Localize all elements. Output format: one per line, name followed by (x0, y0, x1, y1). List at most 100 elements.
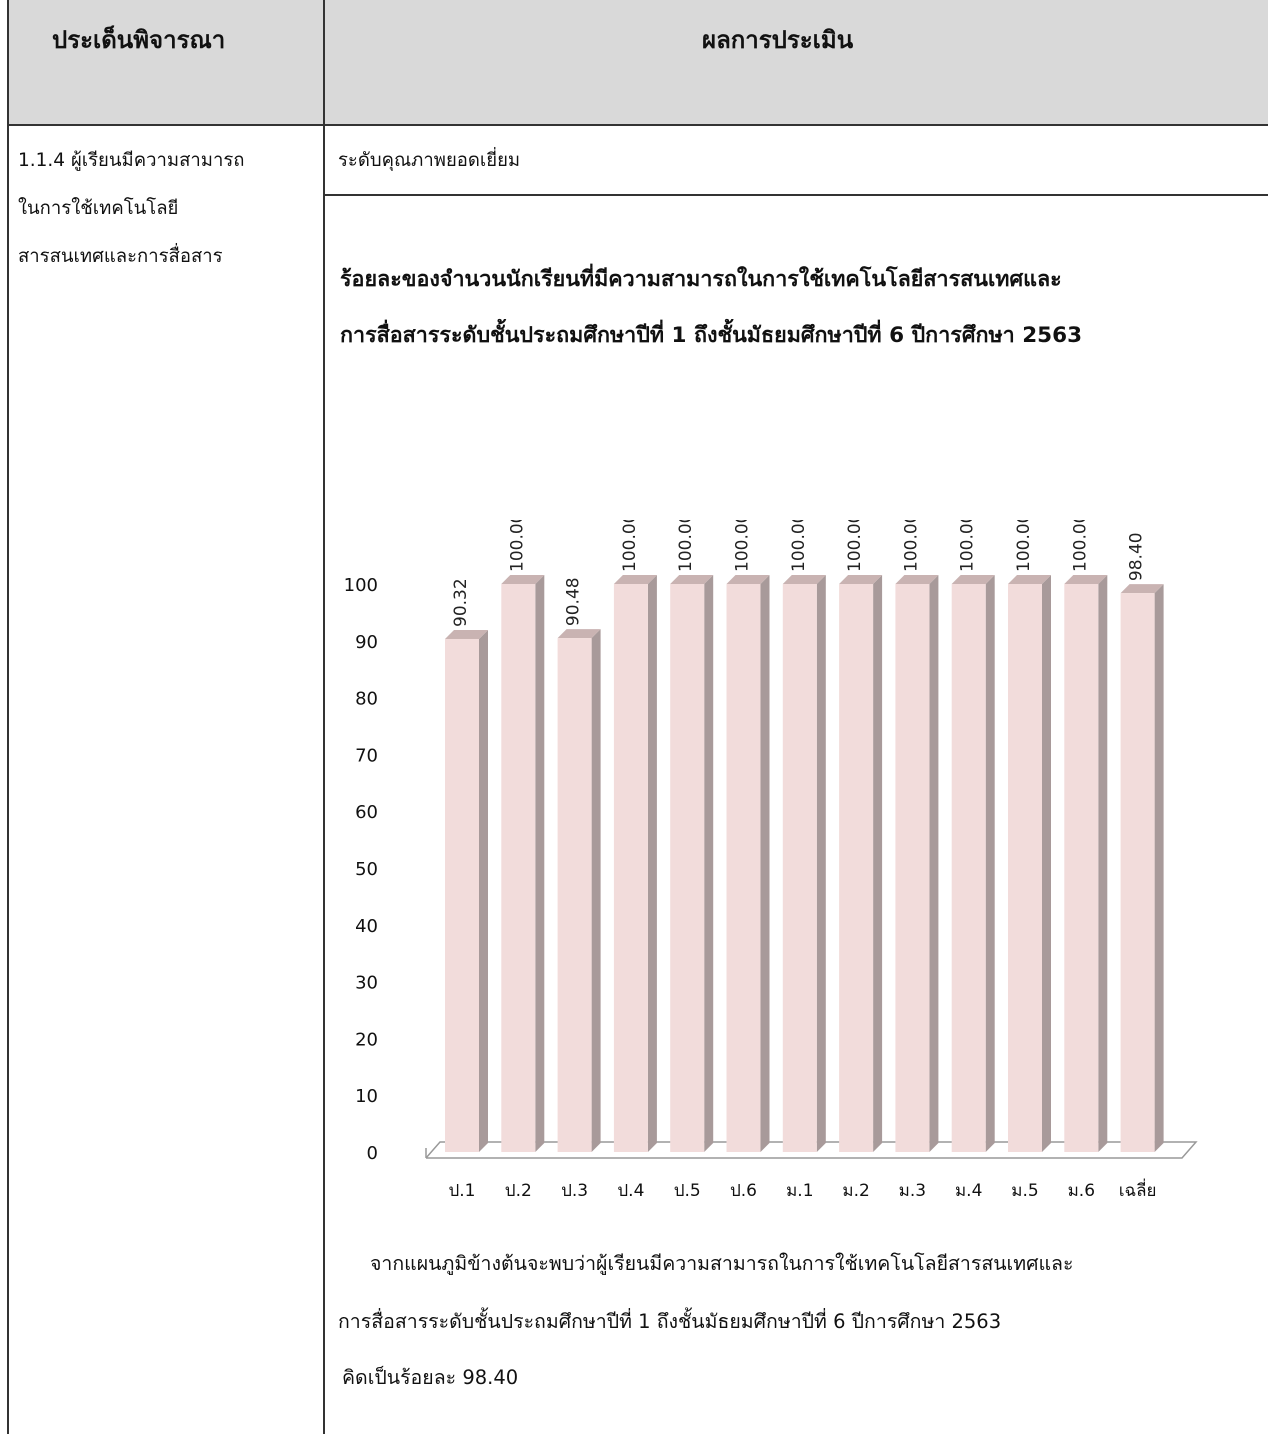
value-label: 100.00 (845, 520, 865, 572)
y-tick-label: 90 (355, 632, 378, 653)
header-criteria-label: ประเด็นพิจารณา (52, 26, 226, 54)
value-label: 100.00 (676, 520, 696, 572)
chart-bar-5 (670, 575, 714, 1152)
bar-top (501, 575, 545, 584)
header-result-cell (325, 0, 1268, 124)
x-tick-label: ม.6 (1068, 1181, 1095, 1201)
x-tick-label: ป.3 (561, 1181, 588, 1201)
criteria-line-2: ในการใช้เทคโนโลยี (18, 198, 179, 219)
bar-front (670, 584, 705, 1152)
bar-top (670, 575, 714, 584)
x-tick-label: ม.4 (955, 1181, 982, 1201)
y-tick-label: 80 (355, 689, 378, 710)
value-label: 100.00 (901, 520, 921, 572)
x-tick-label: ม.5 (1011, 1181, 1038, 1201)
bar-top (895, 575, 939, 584)
bar-side (985, 575, 995, 1152)
bar-top (951, 575, 995, 584)
chart-title-line-2: การสื่อสารระดับชั้นประถมศึกษาปีที่ 1 ถึง… (340, 323, 1083, 348)
chart-bar-12 (1064, 575, 1108, 1152)
quality-level: ระดับคุณภาพยอดเยี่ยม (338, 150, 521, 171)
bar-top (839, 575, 883, 584)
bar-front (726, 584, 761, 1152)
y-tick-label: 10 (355, 1086, 378, 1107)
bar-side (1042, 575, 1051, 1152)
bar-side (1098, 575, 1108, 1152)
x-tick-label: ป.6 (730, 1181, 757, 1201)
chart-title-line-1: ร้อยละของจำนวนนักเรียนที่มีความสามารถในก… (340, 267, 1062, 292)
bar-front (445, 638, 479, 1152)
summary-line-3: คิดเป็นร้อยละ 98.40 (342, 1366, 519, 1389)
summary-line-1: จากแผนภูมิข้างต้นจะพบว่าผู้เรียนมีความสา… (370, 1252, 1074, 1275)
chart-floor (425, 1141, 1198, 1159)
y-tick-label: 40 (355, 916, 378, 937)
value-label: 100.00 (789, 520, 809, 572)
chart-axes (425, 1141, 1198, 1159)
value-label: 90.48 (564, 577, 584, 626)
bar-front (501, 584, 536, 1152)
table-column-divider (323, 0, 325, 1434)
chart-bar-11 (1008, 575, 1051, 1152)
value-label: 100.00 (733, 520, 753, 572)
chart-bar-4 (613, 575, 657, 1152)
bar-front (951, 584, 986, 1152)
chart-bar-2 (501, 575, 545, 1152)
x-tick-label: ป.1 (448, 1181, 475, 1201)
chart-bar-10 (951, 575, 995, 1152)
bar-side (929, 575, 939, 1152)
bar-top (782, 575, 826, 584)
chart-value-labels: 90.32 100.00 90.48 100.00 100.00 100.00 100.00… (451, 520, 1147, 627)
x-tick-label: ม.1 (786, 1181, 813, 1201)
bar-side (816, 575, 826, 1152)
bar-side (873, 575, 883, 1152)
bar-top (1064, 575, 1108, 584)
chart-bar-13 (1120, 584, 1164, 1152)
bar-top (726, 575, 770, 584)
y-tick-label: 60 (355, 802, 378, 823)
chart-bar-3 (557, 629, 601, 1152)
bar-front (557, 638, 592, 1152)
bar-front (839, 584, 874, 1152)
bar-side (760, 575, 770, 1152)
header-result-label: ผลการประเมิน (702, 26, 854, 54)
bar-front (895, 584, 930, 1152)
summary-line-2: การสื่อสารระดับชั้นประถมศึกษาปีที่ 1 ถึง… (338, 1310, 1002, 1333)
chart-bar-1 (445, 629, 488, 1152)
chart-x-ticks: ป.1 ป.2 ป.3 ป.4 ป.5 ป.6 ม.1 ม.2 ม.3 ม.4 ม.5 ม.6 เฉลี… (448, 1178, 1156, 1201)
y-tick-label: 50 (355, 859, 378, 880)
bar-side (647, 575, 657, 1152)
bar-side (704, 575, 714, 1152)
result-row-divider (323, 194, 1268, 196)
x-tick-label: ป.5 (674, 1181, 701, 1201)
bar-side (1154, 584, 1164, 1152)
bar-top (445, 629, 488, 639)
chart-bar-6 (726, 575, 770, 1152)
value-label: 100.00 (507, 520, 527, 572)
x-tick-label: ป.2 (505, 1181, 532, 1201)
bar-chart: 0 10 20 30 40 50 60 70 80 90 100 90.32 100.00 90.48 1… (344, 520, 1198, 1201)
bar-front (1008, 584, 1042, 1152)
bar-front (1064, 584, 1099, 1152)
chart-bar-8 (839, 575, 883, 1152)
bar-top (557, 629, 601, 639)
bar-top (613, 575, 657, 584)
table-border-left (7, 0, 9, 1434)
criteria-line-3: สารสนเทศและการสื่อสาร (18, 246, 223, 267)
chart-bars (445, 575, 1164, 1152)
bar-front (613, 584, 648, 1152)
value-label: 100.00 (1070, 520, 1090, 572)
bar-top (1008, 575, 1051, 584)
value-label: 100.00 (958, 520, 978, 572)
bar-front (1120, 593, 1155, 1152)
criteria-line-1: 1.1.4 ผู้เรียนมีความสามารถ (18, 150, 245, 171)
value-label: 100.00 (620, 520, 640, 572)
bar-side (535, 575, 545, 1152)
bar-top (1120, 584, 1164, 594)
x-tick-label: เฉลี่ย (1119, 1178, 1157, 1201)
x-tick-label: ม.3 (899, 1181, 926, 1201)
chart-bar-7 (782, 575, 826, 1152)
value-label: 90.32 (451, 578, 471, 627)
value-label: 98.40 (1127, 532, 1147, 581)
chart-y-ticks: 0 10 20 30 40 50 60 70 80 90 100 (344, 575, 378, 1164)
y-tick-label: 20 (355, 1029, 378, 1050)
